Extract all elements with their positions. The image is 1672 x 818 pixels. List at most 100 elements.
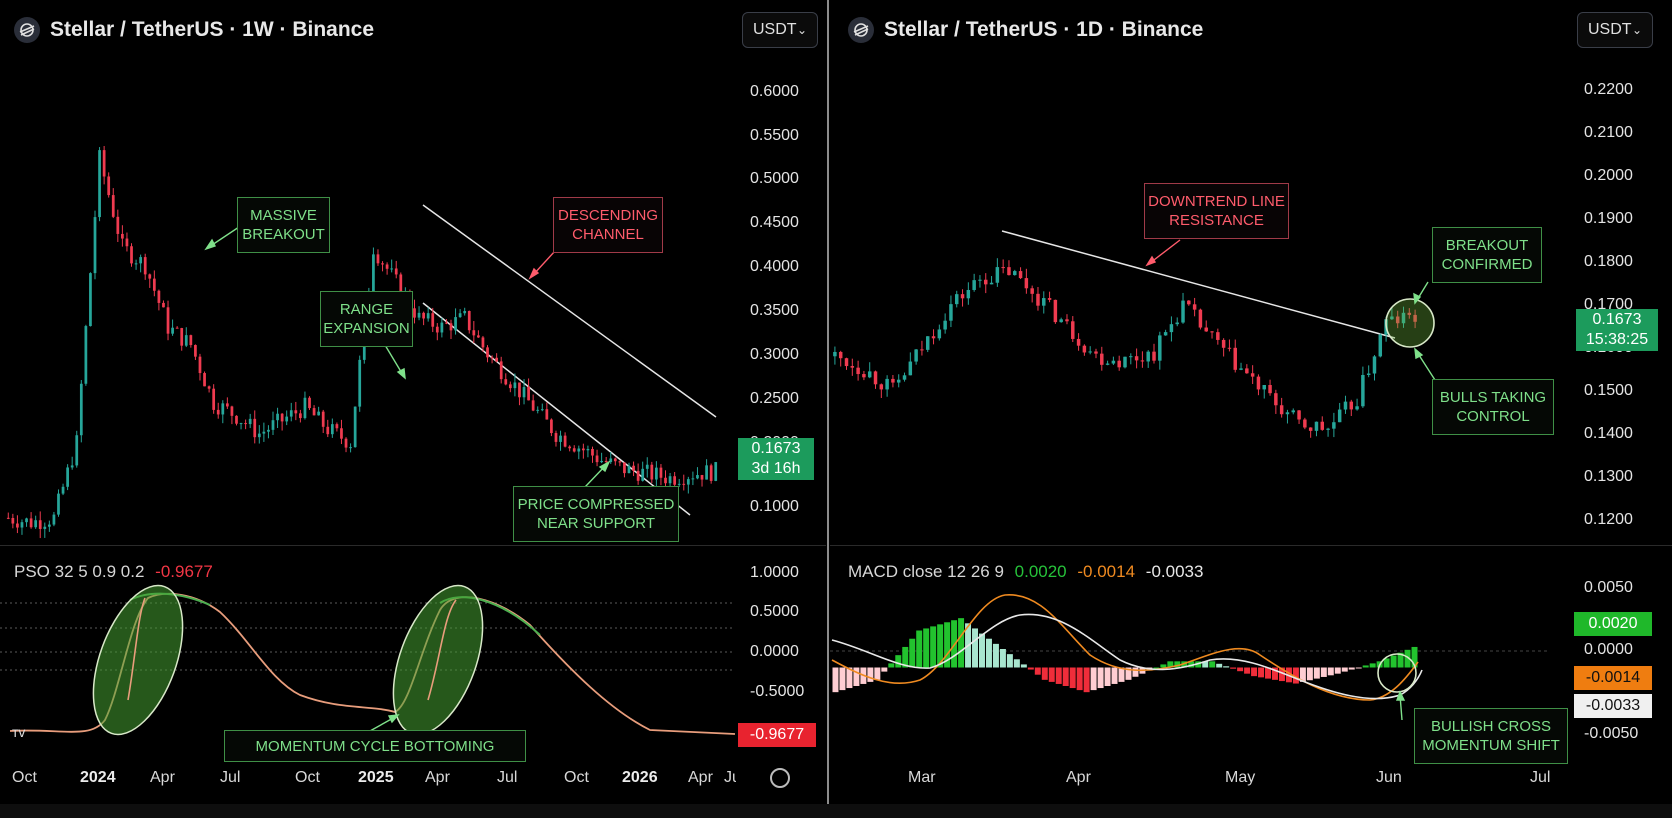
weekly-candle[interactable] bbox=[700, 475, 704, 480]
weekly-candle[interactable] bbox=[38, 520, 42, 529]
daily-candle[interactable] bbox=[1401, 312, 1406, 324]
weekly-candle[interactable] bbox=[52, 514, 56, 525]
price-compressed-annotation[interactable]: PRICE COMPRESSED NEAR SUPPORT bbox=[513, 486, 679, 542]
weekly-candle[interactable] bbox=[399, 274, 403, 298]
bullish-cross-circle[interactable] bbox=[1377, 653, 1417, 693]
daily-candle[interactable] bbox=[1378, 334, 1383, 357]
weekly-candle[interactable] bbox=[175, 327, 179, 329]
daily-candle[interactable] bbox=[1308, 427, 1313, 431]
weekly-candle[interactable] bbox=[75, 435, 79, 466]
weekly-candle[interactable] bbox=[111, 195, 115, 217]
daily-candle[interactable] bbox=[972, 280, 976, 290]
daily-candle[interactable] bbox=[931, 336, 936, 339]
daily-candle[interactable] bbox=[1187, 300, 1191, 305]
weekly-candle[interactable] bbox=[618, 461, 622, 463]
weekly-candle[interactable] bbox=[239, 423, 243, 425]
weekly-candle[interactable] bbox=[376, 254, 380, 264]
descending-channel-annotation[interactable]: DESCENDING CHANNEL bbox=[553, 197, 663, 253]
weekly-candle[interactable] bbox=[189, 335, 193, 346]
weekly-candle[interactable] bbox=[148, 274, 152, 279]
weekly-candle[interactable] bbox=[572, 448, 576, 452]
weekly-candle[interactable] bbox=[604, 460, 608, 463]
daily-candle[interactable] bbox=[1192, 304, 1197, 310]
daily-candle[interactable] bbox=[1030, 288, 1034, 294]
weekly-candle[interactable] bbox=[422, 312, 425, 319]
daily-candle[interactable] bbox=[1395, 316, 1400, 324]
weekly-candle[interactable] bbox=[445, 322, 448, 324]
weekly-candle[interactable] bbox=[29, 518, 33, 528]
daily-candle[interactable] bbox=[885, 378, 889, 390]
daily-candle[interactable] bbox=[1390, 316, 1394, 320]
weekly-candle[interactable] bbox=[221, 403, 225, 415]
weekly-candle[interactable] bbox=[289, 410, 293, 417]
weekly-candle[interactable] bbox=[550, 419, 553, 434]
right-pane-separator[interactable] bbox=[830, 545, 1672, 546]
weekly-candle[interactable] bbox=[358, 359, 362, 407]
settings-gear-icon[interactable] bbox=[770, 768, 790, 788]
weekly-candle[interactable] bbox=[686, 479, 690, 485]
daily-candle[interactable] bbox=[914, 349, 918, 362]
daily-candle[interactable] bbox=[1303, 419, 1307, 428]
daily-candle[interactable] bbox=[1198, 309, 1203, 328]
weekly-candle[interactable] bbox=[394, 268, 398, 275]
weekly-candle[interactable] bbox=[581, 448, 585, 451]
daily-candle[interactable] bbox=[833, 351, 837, 357]
weekly-candle[interactable] bbox=[385, 264, 389, 269]
range-expansion-annotation[interactable]: RANGE EXPANSION bbox=[320, 291, 413, 347]
daily-candle[interactable] bbox=[984, 279, 988, 285]
daily-candle[interactable] bbox=[1036, 293, 1040, 306]
weekly-candle[interactable] bbox=[714, 462, 718, 481]
daily-candle[interactable] bbox=[1239, 368, 1243, 370]
daily-candle[interactable] bbox=[1349, 401, 1354, 410]
weekly-candle[interactable] bbox=[299, 413, 302, 419]
daily-candle[interactable] bbox=[1013, 271, 1017, 276]
weekly-candle[interactable] bbox=[477, 335, 480, 338]
weekly-candle[interactable] bbox=[513, 382, 517, 389]
weekly-candle[interactable] bbox=[143, 257, 147, 275]
daily-candle[interactable] bbox=[1297, 410, 1301, 420]
weekly-candle[interactable] bbox=[463, 311, 467, 314]
daily-candle[interactable] bbox=[1152, 351, 1156, 361]
weekly-candle[interactable] bbox=[673, 476, 677, 485]
daily-candle[interactable] bbox=[1158, 335, 1162, 361]
daily-candle[interactable] bbox=[879, 384, 884, 390]
weekly-candle[interactable] bbox=[486, 347, 489, 358]
daily-candle[interactable] bbox=[873, 371, 878, 385]
daily-candle[interactable] bbox=[1216, 332, 1220, 340]
breakout-circle[interactable] bbox=[1385, 298, 1435, 348]
daily-candle[interactable] bbox=[1001, 267, 1005, 269]
weekly-candle[interactable] bbox=[162, 302, 165, 308]
daily-candle[interactable] bbox=[1105, 363, 1110, 365]
weekly-candle[interactable] bbox=[230, 406, 234, 416]
weekly-candle[interactable] bbox=[417, 312, 421, 318]
daily-candle[interactable] bbox=[1082, 345, 1087, 353]
channel-upper-line[interactable] bbox=[422, 204, 717, 418]
bottom-toolbar[interactable] bbox=[0, 804, 1672, 818]
daily-candle[interactable] bbox=[862, 374, 866, 378]
momentum-cycle-annotation[interactable]: MOMENTUM CYCLE BOTTOMING bbox=[224, 730, 526, 762]
daily-candle[interactable] bbox=[995, 267, 1000, 283]
weekly-candle[interactable] bbox=[677, 483, 681, 485]
weekly-candle[interactable] bbox=[504, 379, 508, 385]
weekly-candle[interactable] bbox=[276, 413, 279, 421]
bulls-taking-control-annotation[interactable]: BULLS TAKING CONTROL bbox=[1432, 379, 1554, 435]
weekly-candle[interactable] bbox=[490, 357, 494, 359]
daily-candle[interactable] bbox=[838, 351, 843, 359]
weekly-candle[interactable] bbox=[321, 411, 325, 427]
daily-candle[interactable] bbox=[1285, 412, 1290, 415]
weekly-candle[interactable] bbox=[659, 467, 663, 478]
daily-candle[interactable] bbox=[989, 282, 994, 285]
daily-candle[interactable] bbox=[856, 367, 860, 375]
daily-candle[interactable] bbox=[1024, 278, 1029, 289]
daily-candle[interactable] bbox=[1094, 351, 1098, 354]
weekly-candle[interactable] bbox=[235, 415, 238, 424]
weekly-candle[interactable] bbox=[623, 462, 626, 474]
weekly-candle[interactable] bbox=[6, 517, 10, 519]
weekly-candle[interactable] bbox=[121, 233, 124, 239]
daily-candle[interactable] bbox=[955, 294, 959, 305]
daily-candle[interactable] bbox=[1175, 322, 1179, 325]
weekly-candle[interactable] bbox=[280, 413, 284, 422]
weekly-candle[interactable] bbox=[11, 518, 15, 524]
pso-cycle-highlight-1[interactable] bbox=[76, 574, 201, 747]
bullish-cross-annotation[interactable]: BULLISH CROSS MOMENTUM SHIFT bbox=[1414, 708, 1568, 764]
